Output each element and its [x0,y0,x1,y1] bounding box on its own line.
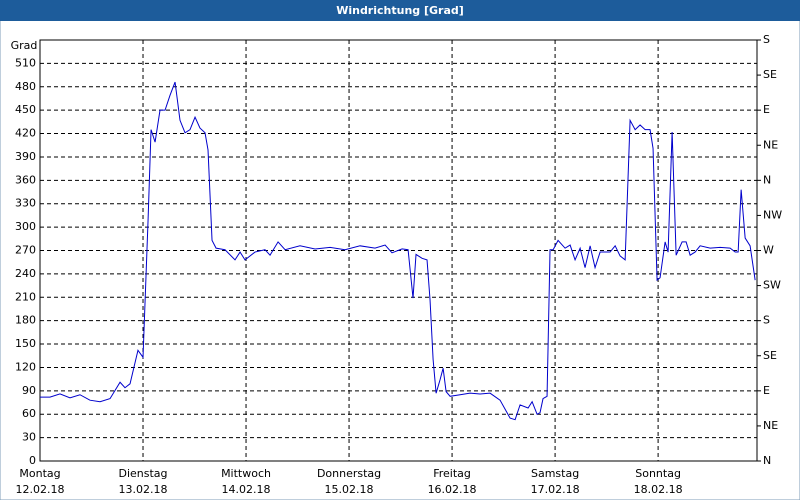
y-tick-label: 390 [15,150,36,163]
y2-tick-label: E [763,103,770,116]
y2-tick-label: W [763,244,774,257]
y-tick-label: 120 [15,360,36,373]
x-tick-date: 14.02.18 [222,483,271,496]
x-tick-label: Samstag [531,467,579,480]
y-tick-label: 180 [15,314,36,327]
y2-tick-label: S [763,314,770,327]
y2-tick-label: NE [763,138,778,151]
y-tick-label: 300 [15,220,36,233]
y2-tick-label: SW [763,279,781,292]
y-tick-label: 30 [22,431,36,444]
y-tick-label: 480 [15,80,36,93]
x-tick-date: 18.02.18 [634,483,683,496]
x-tick-date: 12.02.18 [16,483,65,496]
y-tick-label: 450 [15,103,36,116]
x-tick-label: Montag [19,467,60,480]
y2-tick-label: SE [763,349,777,362]
x-tick-label: Dienstag [118,467,167,480]
y2-tick-label: N [763,454,771,467]
x-tick-label: Sonntag [635,467,681,480]
y-tick-label: 60 [22,407,36,420]
y2-tick-label: SE [763,68,777,81]
y-tick-label: 420 [15,127,36,140]
y-tick-label: 240 [15,267,36,280]
y-axis-label: Grad [11,39,38,52]
x-tick-date: 15.02.18 [325,483,374,496]
x-tick-date: 16.02.18 [428,483,477,496]
y-tick-label: 90 [22,384,36,397]
y2-tick-label: S [763,33,770,46]
y-tick-label: 210 [15,290,36,303]
y2-tick-label: NE [763,419,778,432]
y-tick-label: 510 [15,56,36,69]
x-tick-label: Donnerstag [317,467,381,480]
chart-title: Windrichtung [Grad] [336,4,464,17]
title-bar [0,0,800,21]
x-tick-date: 17.02.18 [531,483,580,496]
y-tick-label: 330 [15,197,36,210]
x-tick-label: Freitag [433,467,471,480]
x-tick-date: 13.02.18 [119,483,168,496]
data-line [40,81,756,421]
y-tick-label: 360 [15,173,36,186]
y2-tick-label: N [763,173,771,186]
y-tick-label: 270 [15,244,36,257]
x-tick-label: Mittwoch [221,467,271,480]
y2-tick-label: NW [763,208,782,221]
y-tick-label: 150 [15,337,36,350]
y-tick-label: 0 [29,454,36,467]
y2-tick-label: E [763,384,770,397]
